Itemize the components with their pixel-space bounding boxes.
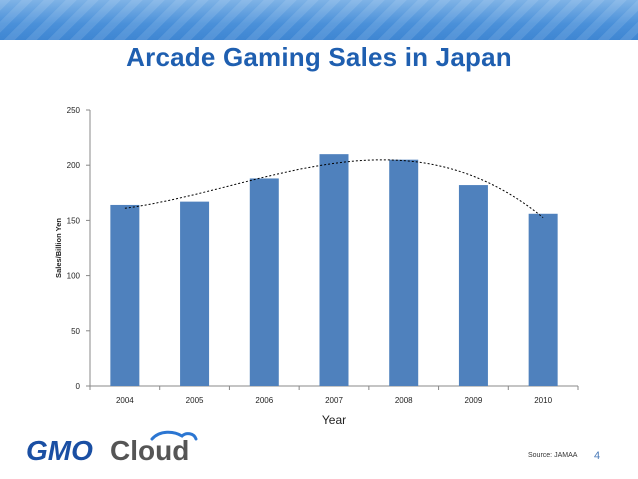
y-axis-title: Sales/Billion Yen <box>54 218 63 278</box>
y-tick-label: 0 <box>76 382 81 391</box>
x-tick-label: 2009 <box>465 396 483 405</box>
bar-2007 <box>319 154 349 386</box>
bar-2006 <box>249 178 279 386</box>
trendline <box>124 159 544 218</box>
bar-2005 <box>180 201 210 386</box>
y-tick-label: 250 <box>67 106 81 115</box>
bar-2008 <box>389 159 419 386</box>
page-number: 4 <box>594 450 601 462</box>
x-tick-label: 2005 <box>186 396 204 405</box>
x-tick-label: 2008 <box>395 396 413 405</box>
x-tick-label: 2010 <box>534 396 552 405</box>
page-title: Arcade Gaming Sales in Japan <box>126 42 512 72</box>
y-tick-label: 50 <box>71 327 80 336</box>
header-band <box>0 0 638 40</box>
header-pattern <box>0 0 638 40</box>
y-tick-label: 150 <box>67 216 81 225</box>
y-tick-label: 100 <box>67 272 81 281</box>
x-tick-label: 2007 <box>325 396 343 405</box>
logo-gmo-text: GMO <box>26 435 93 466</box>
x-tick-label: 2004 <box>116 396 134 405</box>
x-tick-label: 2006 <box>255 396 273 405</box>
gmo-cloud-logo: GMO Cloud <box>26 430 198 466</box>
logo-cloud-text: Cloud <box>110 435 189 466</box>
x-axis-title: Year <box>322 413 346 427</box>
y-tick-label: 200 <box>67 161 81 170</box>
source-note: Source: JAMAA <box>528 452 578 459</box>
bar-2010 <box>528 213 558 386</box>
bar-2009 <box>458 185 488 386</box>
bar-2004 <box>110 204 140 386</box>
cloud-swoosh-icon <box>150 430 198 441</box>
